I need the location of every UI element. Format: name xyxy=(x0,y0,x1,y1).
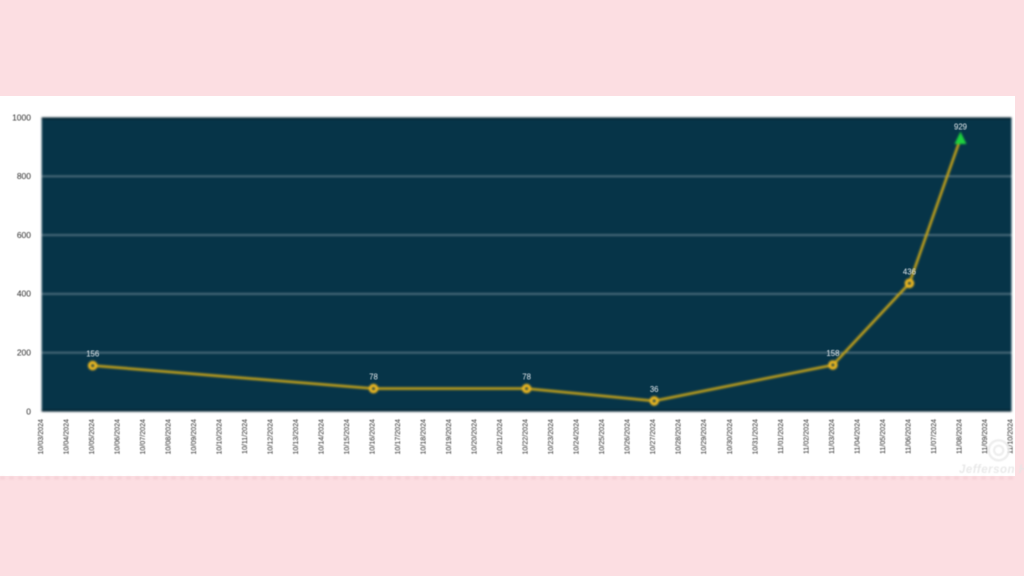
svg-text:10/16/2024: 10/16/2024 xyxy=(369,419,377,455)
svg-text:10/05/2024: 10/05/2024 xyxy=(88,419,96,455)
svg-text:400: 400 xyxy=(17,289,31,299)
svg-text:11/09/2024: 11/09/2024 xyxy=(981,419,989,454)
svg-text:10/06/2024: 10/06/2024 xyxy=(113,419,121,455)
svg-text:36: 36 xyxy=(650,385,659,394)
svg-text:10/07/2024: 10/07/2024 xyxy=(139,419,147,455)
svg-text:11/07/2024: 11/07/2024 xyxy=(930,419,938,454)
svg-text:929: 929 xyxy=(954,122,967,131)
svg-text:600: 600 xyxy=(17,230,31,240)
svg-text:10/08/2024: 10/08/2024 xyxy=(165,419,173,455)
svg-text:10/30/2024: 10/30/2024 xyxy=(726,419,734,455)
svg-text:11/01/2024: 11/01/2024 xyxy=(777,419,785,454)
svg-text:10/22/2024: 10/22/2024 xyxy=(522,419,530,455)
svg-text:10/31/2024: 10/31/2024 xyxy=(751,419,759,455)
svg-text:11/10/2024: 11/10/2024 xyxy=(1006,419,1014,454)
svg-text:11/03/2024: 11/03/2024 xyxy=(828,419,836,454)
svg-text:158: 158 xyxy=(826,349,839,358)
svg-text:156: 156 xyxy=(86,350,99,359)
svg-text:10/11/2024: 10/11/2024 xyxy=(241,419,249,454)
svg-text:Jefferson Health: Jefferson Health xyxy=(959,464,1024,476)
svg-text:10/23/2024: 10/23/2024 xyxy=(547,419,555,455)
svg-text:10/26/2024: 10/26/2024 xyxy=(624,419,632,455)
svg-text:10/09/2024: 10/09/2024 xyxy=(190,419,198,455)
svg-text:200: 200 xyxy=(17,348,31,358)
svg-text:11/02/2024: 11/02/2024 xyxy=(802,419,810,454)
svg-text:10/12/2024: 10/12/2024 xyxy=(267,419,275,455)
svg-text:436: 436 xyxy=(903,267,916,276)
svg-text:10/20/2024: 10/20/2024 xyxy=(471,419,479,455)
svg-text:10/14/2024: 10/14/2024 xyxy=(318,419,326,455)
svg-text:11/04/2024: 11/04/2024 xyxy=(853,419,861,454)
svg-text:10/28/2024: 10/28/2024 xyxy=(675,419,683,455)
svg-text:10/29/2024: 10/29/2024 xyxy=(700,419,708,455)
svg-text:10/04/2024: 10/04/2024 xyxy=(62,419,70,455)
svg-text:78: 78 xyxy=(369,373,378,382)
svg-text:11/05/2024: 11/05/2024 xyxy=(879,419,887,454)
svg-text:78: 78 xyxy=(522,373,531,382)
svg-text:10/10/2024: 10/10/2024 xyxy=(216,419,224,455)
svg-text:800: 800 xyxy=(17,171,31,181)
svg-text:10/03/2024: 10/03/2024 xyxy=(37,419,45,455)
svg-text:10/15/2024: 10/15/2024 xyxy=(343,419,351,455)
svg-text:0: 0 xyxy=(26,406,31,416)
svg-text:10/21/2024: 10/21/2024 xyxy=(496,419,504,455)
svg-text:10/27/2024: 10/27/2024 xyxy=(649,419,657,455)
svg-text:10/17/2024: 10/17/2024 xyxy=(394,419,402,455)
svg-text:10/25/2024: 10/25/2024 xyxy=(598,419,606,455)
svg-text:10/18/2024: 10/18/2024 xyxy=(420,419,428,455)
svg-text:10/13/2024: 10/13/2024 xyxy=(292,419,300,455)
svg-text:10/24/2024: 10/24/2024 xyxy=(573,419,581,455)
svg-text:11/06/2024: 11/06/2024 xyxy=(904,419,912,454)
svg-text:10/19/2024: 10/19/2024 xyxy=(445,419,453,455)
svg-text:11/08/2024: 11/08/2024 xyxy=(955,419,963,454)
svg-text:1000: 1000 xyxy=(12,112,31,122)
